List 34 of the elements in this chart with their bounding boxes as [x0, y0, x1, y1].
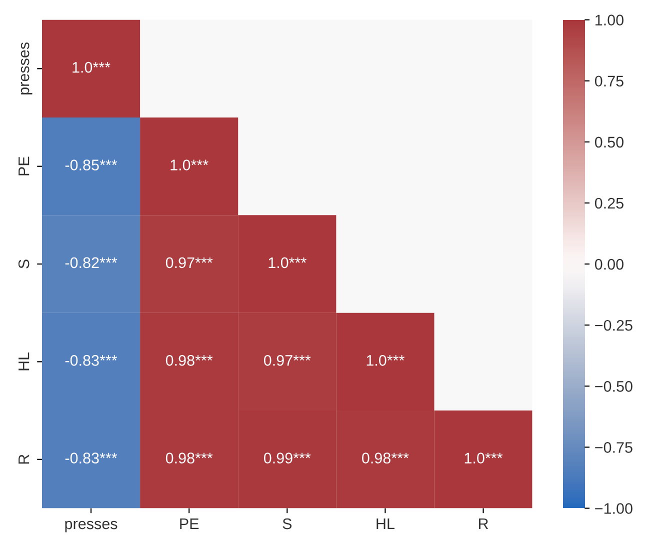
- data-label: 1.0***: [268, 257, 306, 268]
- data-label: 0.99***: [264, 452, 311, 464]
- data-label: 0.97***: [264, 354, 311, 366]
- data-label: 1.0***: [366, 354, 405, 366]
- color-bar-label: 0.00: [594, 258, 624, 270]
- data-label: 0.98***: [362, 452, 409, 464]
- x-tick-label: PE: [180, 518, 199, 530]
- data-label: 0.98***: [166, 452, 213, 464]
- color-bar-label: 0.75: [594, 76, 624, 87]
- color-bar-label: 0.25: [594, 198, 624, 209]
- x-tick-label: S: [282, 518, 292, 530]
- color-bar-label: −0.25: [595, 320, 632, 331]
- x-tick-label: HL: [376, 518, 394, 530]
- y-tick-label: PE: [18, 156, 30, 176]
- data-label: 1.0***: [170, 160, 208, 170]
- data-label: -0.85***: [65, 160, 118, 170]
- data-label: 1.0***: [72, 62, 110, 73]
- data-label: 0.98***: [166, 354, 213, 366]
- x-tick-label: presses: [65, 520, 118, 532]
- data-label: -0.83***: [65, 354, 118, 366]
- data-label: -0.83***: [65, 452, 118, 464]
- y-tick-label: presses: [20, 42, 32, 94]
- color-bar-label: 0.50: [594, 136, 624, 148]
- data-label: -0.82***: [65, 257, 118, 268]
- color-bar-label: −0.50: [595, 381, 632, 392]
- y-tick-label: S: [18, 260, 30, 268]
- color-bar-label: −1.00: [595, 503, 632, 514]
- y-tick-label: R: [18, 454, 30, 464]
- data-label: 1.0***: [464, 452, 503, 464]
- color-bar-label: 1.00: [596, 14, 624, 26]
- color-bar-label: −0.75: [595, 442, 632, 453]
- x-tick-label: R: [479, 518, 488, 530]
- data-label: 0.97***: [166, 257, 213, 268]
- y-tick-label: HL: [18, 352, 30, 370]
